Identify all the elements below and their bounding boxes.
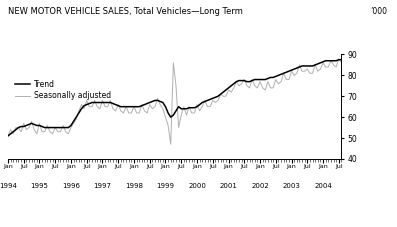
- Text: ’000: ’000: [370, 7, 387, 16]
- Text: NEW MOTOR VEHICLE SALES, Total Vehicles—Long Term: NEW MOTOR VEHICLE SALES, Total Vehicles—…: [8, 7, 243, 16]
- Legend: Trend, Seasonally adjusted: Trend, Seasonally adjusted: [12, 77, 114, 104]
